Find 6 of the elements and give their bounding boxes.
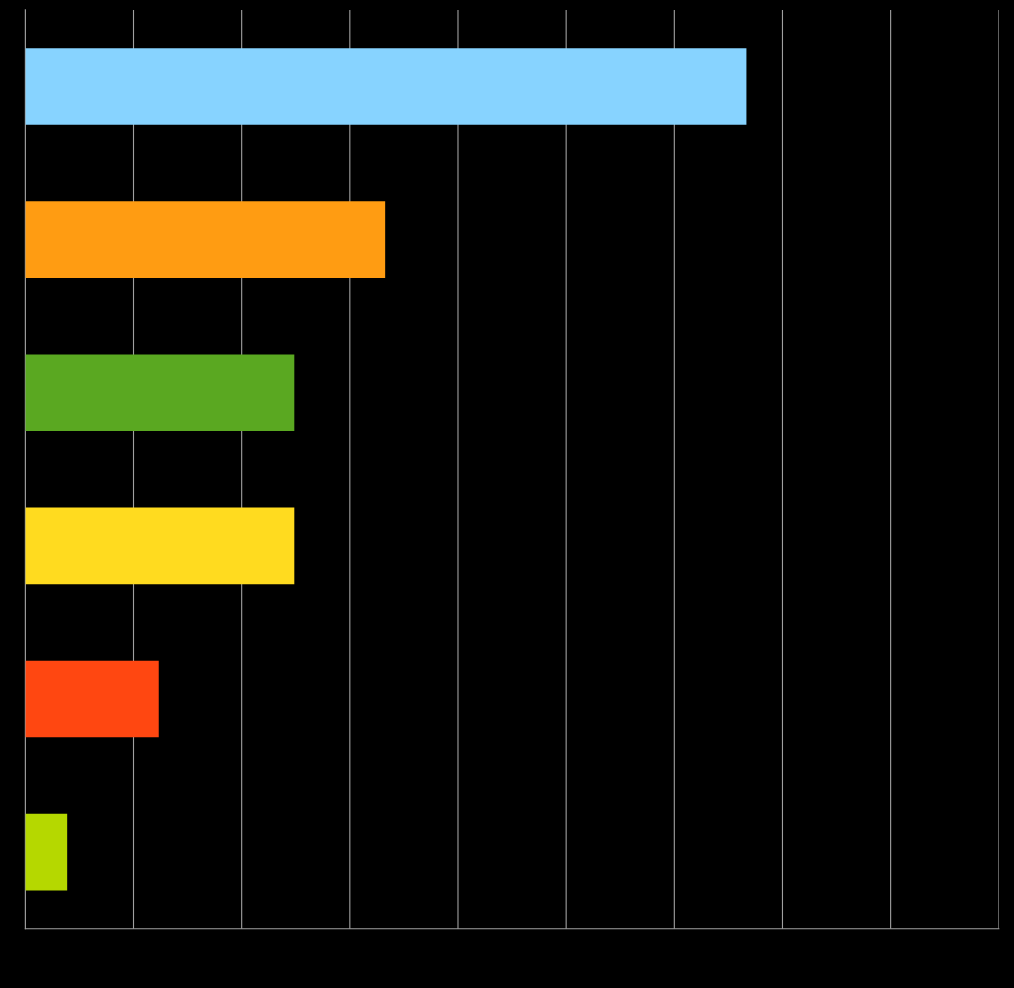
bar: [25, 660, 159, 738]
bar: [25, 48, 747, 125]
bar: [25, 507, 295, 585]
bar: [25, 201, 386, 278]
bar: [25, 354, 295, 432]
bar: [25, 813, 68, 891]
